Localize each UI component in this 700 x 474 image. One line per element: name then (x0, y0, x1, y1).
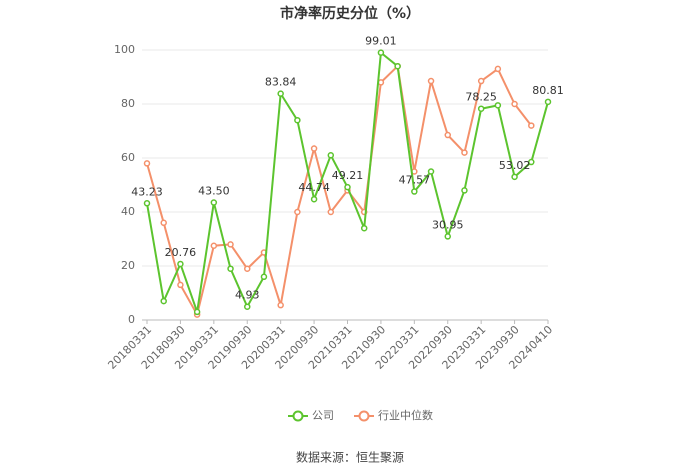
legend-marker (292, 410, 304, 422)
data-label: 4.93 (235, 289, 260, 302)
point (310, 145, 318, 152)
point (461, 187, 468, 194)
point (177, 281, 184, 289)
data-label: 44.74 (298, 181, 330, 194)
y-tick-label: 20 (121, 259, 135, 272)
point (544, 98, 552, 106)
point (411, 188, 418, 195)
y-tick-label: 60 (121, 151, 135, 164)
point (427, 77, 435, 85)
point (327, 152, 335, 159)
point (327, 208, 335, 216)
data-label: 49.21 (332, 169, 364, 182)
point (160, 297, 167, 305)
point (244, 303, 251, 310)
point (427, 168, 435, 175)
point (177, 260, 184, 268)
point (444, 233, 451, 240)
data-label: 80.81 (532, 84, 564, 97)
point (143, 200, 151, 207)
point (528, 158, 535, 166)
point (461, 149, 468, 156)
point (494, 65, 502, 73)
legend-label: 行业中位数 (378, 408, 433, 422)
y-tick-label: 80 (121, 97, 135, 110)
point (310, 195, 318, 203)
y-tick-label: 0 (128, 313, 135, 326)
point (494, 102, 502, 109)
data-label: 99.01 (365, 35, 397, 48)
point (528, 122, 535, 129)
data-label: 43.50 (198, 185, 230, 198)
data-label: 53.02 (499, 159, 531, 172)
data-label: 47.57 (399, 174, 431, 187)
source: 数据来源：恒生聚源 (296, 450, 404, 465)
data-label: 78.25 (465, 91, 497, 104)
y-tick-label: 100 (114, 43, 135, 56)
series-line (146, 64, 533, 318)
point (511, 100, 518, 108)
y-tick-label: 40 (121, 205, 135, 218)
point (477, 105, 485, 112)
point (360, 224, 368, 232)
point (377, 49, 385, 56)
point (344, 183, 351, 191)
point (277, 90, 284, 97)
data-label: 20.76 (165, 246, 197, 259)
chart-title: 市净率历史分位（%） (280, 5, 420, 22)
data-label: 83.84 (265, 76, 297, 89)
point (477, 77, 485, 85)
point (143, 160, 151, 167)
legend-marker (358, 410, 370, 422)
point (277, 301, 284, 309)
point (294, 208, 301, 216)
point (511, 173, 518, 181)
point (260, 273, 268, 281)
point (227, 265, 234, 272)
data-label: 43.23 (131, 185, 163, 198)
point (294, 116, 301, 124)
point (210, 242, 218, 249)
point (444, 131, 451, 139)
point (227, 241, 234, 248)
point (193, 308, 201, 316)
legend-label: 公司 (312, 409, 334, 422)
point (244, 265, 251, 272)
point (160, 219, 167, 227)
point (394, 62, 401, 70)
data-label: 30.95 (432, 218, 464, 231)
point (210, 199, 218, 206)
